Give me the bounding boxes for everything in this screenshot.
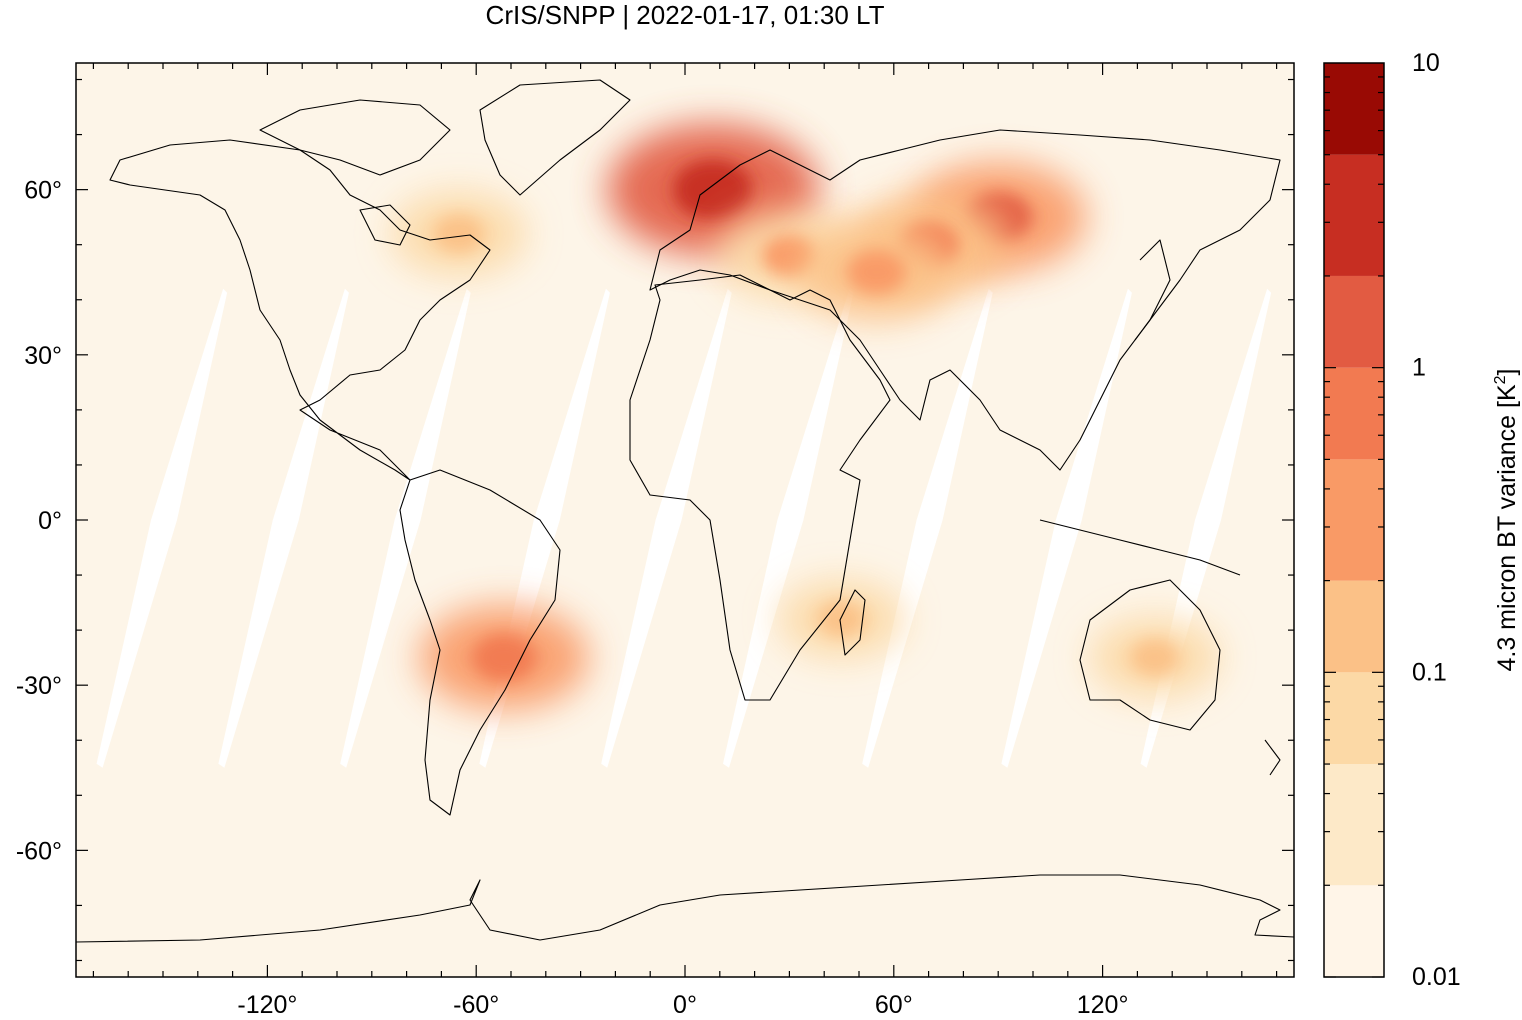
colorbar-band-5: [1324, 367, 1384, 460]
colorbar: 10 1 0.1 0.01 4.3 micron BT variance [K2]: [1323, 49, 1521, 991]
map-x-tick-label: 120°: [1077, 991, 1129, 1019]
coverage-gap-1: [218, 288, 349, 768]
coast-antarctica: [76, 874, 1294, 943]
map-y-tick-label: 30°: [24, 342, 62, 370]
colorbar-bands: [1324, 63, 1384, 977]
coverage-gap-5: [722, 288, 854, 768]
map-y-tick-label: -30°: [16, 672, 62, 700]
map-x-tick-label: 60°: [875, 991, 913, 1019]
variance-hotspots: [390, 123, 1221, 711]
colorbar-ticks: [1324, 76, 1384, 978]
map-panel: [76, 63, 1294, 977]
colorbar-band-3: [1324, 580, 1384, 673]
map-y-tick-label: 0°: [38, 507, 62, 535]
coast-greenland: [479, 79, 631, 196]
colorbar-band-7: [1324, 154, 1384, 276]
coverage-gaps: [96, 288, 1272, 768]
colorbar-tick-label: 0.1: [1412, 658, 1447, 686]
hotspot-core-6: [433, 214, 485, 253]
coast-africa-eurasia: [629, 274, 891, 701]
colorbar-band-1: [1324, 764, 1384, 886]
map-y-tick-label: 60°: [24, 177, 62, 205]
coast-japan: [1134, 239, 1171, 341]
hotspot-core-3: [472, 633, 536, 682]
colorbar-tick-label: 1: [1412, 354, 1426, 382]
hotspot-core-7: [1130, 639, 1180, 677]
map-y-tick-label: -60°: [16, 837, 62, 865]
colorbar-label: 4.3 micron BT variance [K2]: [1492, 368, 1521, 671]
coast-australia: [1079, 579, 1221, 731]
colorbar-frame: [1323, 62, 1385, 978]
colorbar-band-2: [1324, 672, 1384, 765]
coast-madagascar: [839, 589, 866, 656]
coast-north-america: [109, 139, 491, 481]
colorbar-tick-label: 10: [1412, 49, 1440, 77]
map-x-tick-label: -120°: [237, 991, 297, 1019]
colorbar-band-4: [1324, 459, 1384, 581]
colorbar-label-suffix: ]: [1493, 368, 1521, 375]
hotspot-core-0: [673, 159, 753, 220]
colorbar-band-8: [1324, 63, 1384, 155]
colorbar-band-0: [1324, 885, 1384, 977]
colorbar-tick-labels: 10 1 0.1 0.01: [1412, 49, 1461, 991]
colorbar-band-6: [1324, 275, 1384, 368]
chart-title: CrIS/SNPP | 2022-01-17, 01:30 LT: [486, 0, 885, 30]
map-axis-ticks: [76, 63, 1294, 977]
hotspot-core-5: [847, 250, 906, 295]
coverage-gap-0: [96, 288, 228, 768]
map-x-tick-label: 0°: [673, 991, 697, 1019]
map-x-tick-label: -60°: [453, 991, 499, 1019]
coverage-gap-6: [862, 288, 993, 768]
coast-hudson: [359, 204, 411, 246]
coastlines: [76, 79, 1294, 943]
colorbar-label-text: 4.3 micron BT variance [K: [1493, 384, 1521, 671]
coverage-gap-7: [1001, 288, 1132, 768]
colorbar-tick-label: 0.01: [1412, 963, 1461, 991]
hotspot-core-8: [817, 601, 866, 637]
coast-south-america: [399, 469, 561, 816]
coverage-gap-4: [601, 288, 732, 768]
map-axis-tick-labels: -120° -60° 0° 60° 120° 60° 30° 0° -30° -60°: [16, 177, 1129, 1019]
colorbar-label-superscript: 2: [1492, 375, 1509, 384]
coast-new-zealand: [1264, 739, 1281, 776]
coverage-gap-2: [340, 288, 471, 768]
coast-indonesia: [1039, 519, 1241, 576]
coast-canadian-arch: [259, 99, 451, 176]
